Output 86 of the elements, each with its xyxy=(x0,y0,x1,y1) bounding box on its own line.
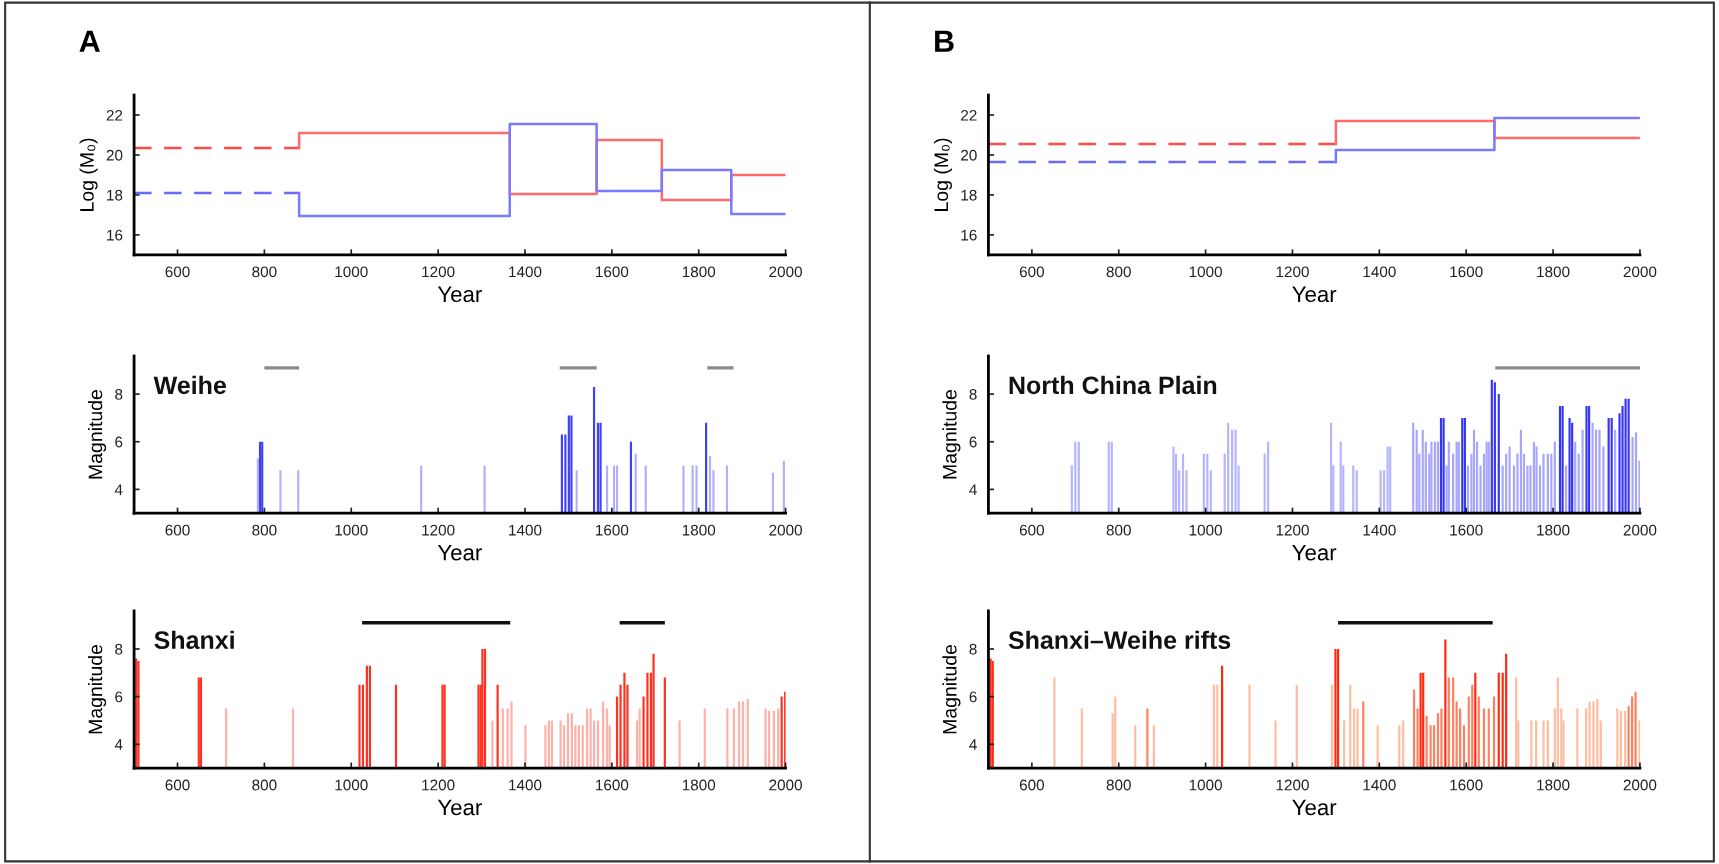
y-tick-label: 8 xyxy=(969,388,977,400)
x-tick-label: 600 xyxy=(1019,524,1045,536)
x-tick-label: 600 xyxy=(165,779,190,791)
y-axis-title: Magnitude xyxy=(942,644,961,734)
y-tick-label: 18 xyxy=(107,189,123,201)
x-axis-title: Year xyxy=(1292,799,1337,816)
y-tick-label: 4 xyxy=(969,484,977,495)
x-axis-title: Year xyxy=(1292,286,1337,303)
x-tick-label: 2000 xyxy=(1623,779,1657,791)
x-tick-label: 600 xyxy=(165,266,190,278)
y-tick-label: 6 xyxy=(115,691,123,703)
x-axis-title: Year xyxy=(437,799,482,816)
x-tick-label: 800 xyxy=(252,266,277,278)
x-tick-label: 800 xyxy=(252,524,277,536)
x-axis-title: Year xyxy=(437,286,482,303)
y-tick-label: 6 xyxy=(115,436,123,448)
x-tick-label: 1000 xyxy=(1189,779,1222,791)
x-tick-label: 1000 xyxy=(1189,524,1222,536)
x-tick-label: 1400 xyxy=(509,266,542,278)
x-tick-label: 600 xyxy=(1019,779,1045,791)
y-tick-label: 4 xyxy=(114,739,123,750)
x-tick-label: 1800 xyxy=(1537,779,1570,791)
x-tick-label: 1200 xyxy=(422,524,455,536)
x-tick-label: 1200 xyxy=(1276,524,1309,536)
text: North China Plain xyxy=(1009,375,1217,395)
x-tick-label: 1600 xyxy=(1450,779,1483,791)
y-tick-label: 16 xyxy=(107,229,123,241)
y-axis-title: Magnitude xyxy=(88,644,107,734)
x-tick-label: 1000 xyxy=(335,779,368,791)
text: Shanxi–Weihe rifts xyxy=(1008,630,1231,650)
x-tick-label: 1200 xyxy=(422,779,455,791)
y-tick-label: 8 xyxy=(115,388,123,400)
y-axis-title: Magnitude xyxy=(942,390,961,479)
x-tick-label: 1400 xyxy=(509,779,542,791)
x-tick-label: 2000 xyxy=(1623,524,1657,536)
x-tick-label: 1400 xyxy=(1363,266,1396,278)
text: B xyxy=(935,30,954,52)
x-tick-label: 600 xyxy=(165,524,190,536)
x-tick-label: 1800 xyxy=(682,266,716,278)
x-tick-label: 1600 xyxy=(596,779,629,791)
x-tick-label: 1600 xyxy=(1450,524,1483,536)
x-tick-label: 1000 xyxy=(1189,266,1222,278)
x-tick-label: 1200 xyxy=(1276,779,1309,791)
y-tick-label: 22 xyxy=(106,109,123,121)
text: Shanxi xyxy=(154,630,234,650)
x-tick-label: 1600 xyxy=(596,524,629,536)
x-tick-label: 2000 xyxy=(769,524,802,536)
x-tick-label: 1400 xyxy=(1363,524,1396,536)
y-axis-title: Magnitude xyxy=(88,390,107,479)
x-tick-label: 800 xyxy=(1106,524,1131,536)
x-axis-title: Year xyxy=(437,544,482,561)
x-tick-label: 1400 xyxy=(509,524,542,536)
x-tick-label: 800 xyxy=(1106,779,1131,791)
x-tick-label: 600 xyxy=(1019,266,1045,278)
x-tick-label: 1800 xyxy=(682,779,716,791)
x-tick-label: 1200 xyxy=(422,266,455,278)
x-axis-title: Year xyxy=(1292,544,1337,561)
y-tick-label: 6 xyxy=(969,436,977,448)
x-tick-label: 2000 xyxy=(769,779,802,791)
y-tick-label: 16 xyxy=(961,229,977,241)
x-tick-label: 2000 xyxy=(769,266,802,278)
x-tick-label: 800 xyxy=(252,779,277,791)
text: A xyxy=(79,30,100,52)
y-tick-label: 6 xyxy=(969,691,977,703)
x-tick-label: 1400 xyxy=(1363,779,1396,791)
x-tick-label: 1600 xyxy=(596,266,629,278)
x-tick-label: 800 xyxy=(1106,266,1131,278)
text: Weihe xyxy=(153,375,226,395)
x-tick-label: 2000 xyxy=(1623,266,1657,278)
y-tick-label: 4 xyxy=(969,739,977,750)
y-tick-label: 20 xyxy=(106,149,123,161)
x-tick-label: 1000 xyxy=(335,266,368,278)
x-tick-label: 1800 xyxy=(1537,524,1570,536)
y-tick-label: 20 xyxy=(961,149,977,161)
x-tick-label: 1800 xyxy=(682,524,716,536)
x-tick-label: 1600 xyxy=(1450,266,1483,278)
x-tick-label: 1200 xyxy=(1276,266,1309,278)
y-tick-label: 8 xyxy=(969,643,977,655)
y-axis-title: Log (M₀) xyxy=(933,138,952,211)
y-tick-label: 22 xyxy=(961,109,977,121)
y-tick-label: 4 xyxy=(114,484,123,495)
y-axis-title: Log (M₀) xyxy=(79,138,98,211)
y-tick-label: 8 xyxy=(115,643,123,655)
x-tick-label: 1800 xyxy=(1537,266,1570,278)
x-tick-label: 1000 xyxy=(335,524,368,536)
y-tick-label: 18 xyxy=(961,189,977,201)
